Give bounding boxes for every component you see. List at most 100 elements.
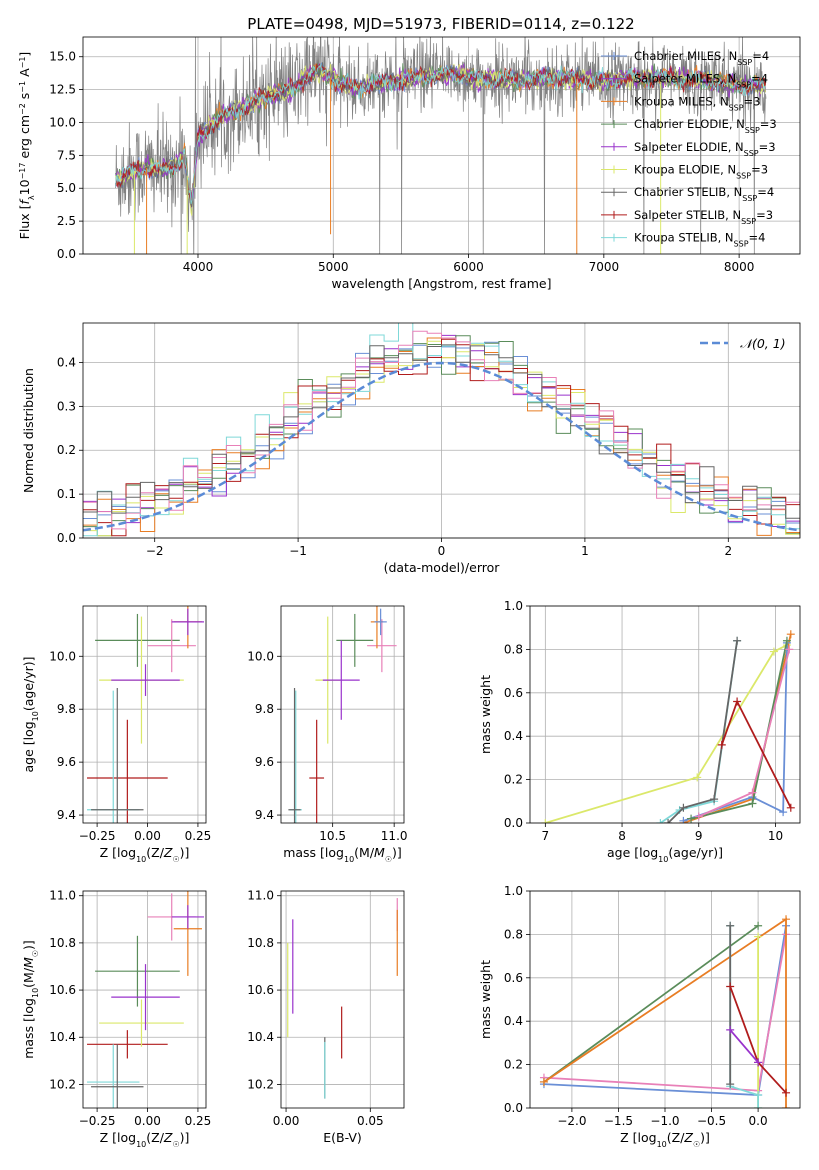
- x-tick-label: −2.0: [557, 1114, 586, 1128]
- label-part: erg cm: [17, 115, 32, 163]
- legend-label-sub: SSP: [736, 171, 751, 180]
- x-tick-label: 10: [768, 829, 783, 843]
- mass-weight-marker: [726, 1025, 735, 1034]
- mass-weight-line: [543, 924, 759, 1083]
- axes-frame: [280, 890, 405, 1109]
- label-sup: −1: [18, 57, 27, 69]
- grid: [281, 891, 404, 1108]
- label-part: log: [325, 845, 344, 860]
- legend-label-suffix: =3: [756, 208, 773, 222]
- y-tick-label: 0.2: [504, 773, 523, 787]
- legend-label-text: Salpeter STELIB, N: [634, 208, 741, 222]
- mass-weight-marker: [726, 1080, 735, 1089]
- spectrum-panel: 4000 5000 6000 7000 8000 0.0 2.5 5.0 7.5 10.0 12.5…: [17, 36, 801, 291]
- x-tick-label: 5000: [318, 260, 349, 274]
- x-axis-label: wavelength [Angstrom, rest frame]: [331, 276, 551, 291]
- legend-label-text: Kroupa MILES, N: [634, 94, 729, 108]
- mass_vs_ebv-panel: 0.00 0.05 10.2 10.4 10.6 10.8 11.0 E(B-V): [247, 889, 405, 1145]
- label-part: )]: [21, 940, 36, 950]
- y-tick-label: 2.5: [57, 214, 76, 228]
- mass_vs_Z-plot: [87, 891, 204, 1108]
- x-tick-label: −1: [289, 544, 307, 558]
- y-tick-label: 9.6: [255, 755, 274, 769]
- y-tick-label: 0.4: [57, 355, 76, 369]
- y-tick-label: 10.8: [247, 936, 274, 950]
- mass-weight-marker: [656, 819, 665, 823]
- legend-label: Chabrier MILES, NSSP=4: [634, 49, 769, 67]
- label-part: M: [21, 957, 36, 968]
- legend-label: Kroupa ELODIE, NSSP=3: [634, 163, 768, 181]
- mass-weight-marker: [693, 773, 702, 782]
- mass-weight-marker: [785, 645, 794, 654]
- figure-title: PLATE=0498, MJD=51973, FIBERID=0114, z=0…: [247, 15, 634, 33]
- mass-weight-marker: [541, 819, 550, 823]
- observed-spectrum-line: [115, 37, 767, 254]
- y-tick-label: 10.4: [247, 1030, 274, 1044]
- label-part: Z: [163, 845, 173, 860]
- label-part: f: [17, 198, 32, 204]
- residuals-legend: 𝒩(0, 1): [700, 336, 786, 351]
- label-sub: 10: [31, 711, 40, 721]
- y-tick-label: 0.3: [57, 399, 76, 413]
- y-tick-label: 1.0: [504, 599, 523, 613]
- label-sup: −1: [18, 81, 27, 93]
- legend-label-sub: SSP: [737, 58, 752, 67]
- mass-weight-marker: [694, 812, 703, 821]
- mass-weight-marker: [679, 816, 688, 823]
- legend-label: Salpeter STELIB, NSSP=3: [634, 208, 773, 226]
- y-tick-label: 12.5: [49, 83, 76, 97]
- legend-label-suffix: =3: [760, 117, 777, 131]
- label-sub: 10: [31, 988, 40, 998]
- x-tick-label: −0.5: [697, 1114, 726, 1128]
- grid: [530, 605, 800, 824]
- y-tick-label: 15.0: [49, 50, 76, 64]
- label-sub: ☉: [172, 1140, 179, 1149]
- x-tick-label: −2: [146, 544, 164, 558]
- y-tick-label: 10.2: [247, 1077, 274, 1091]
- y-tick-label: 0.0: [504, 816, 523, 830]
- legend-label-text: Chabrier MILES, N: [634, 49, 737, 63]
- legend-label-suffix: =3: [744, 94, 761, 108]
- model-spectrum-line: [115, 62, 767, 208]
- label-sub: 10: [136, 1140, 146, 1149]
- mass-weight-line: [667, 640, 738, 823]
- mass-weight-marker: [664, 819, 673, 823]
- legend-label: Kroupa STELIB, NSSP=4: [634, 231, 765, 249]
- x-tick-label: 8000: [724, 260, 755, 274]
- legend-label-sub: SSP: [744, 148, 759, 157]
- x-tick-label: 0: [438, 544, 446, 558]
- label-part: A: [17, 68, 32, 81]
- y-tick-label: 9.4: [255, 808, 274, 822]
- residuals-plot: [83, 323, 800, 537]
- mass-weight-marker: [782, 1104, 791, 1108]
- label-part: Flux [: [17, 204, 32, 239]
- x-tick-label: 0.00: [134, 829, 161, 843]
- x-tick-label: 4000: [183, 260, 214, 274]
- legend-label-text: Chabrier STELIB, N: [634, 185, 742, 199]
- label-part: (Z/: [667, 1130, 685, 1145]
- mass-weight-marker: [782, 915, 791, 924]
- x-axis-label: mass [log10(M/M☉)]: [283, 845, 402, 864]
- x-tick-label: 0.0: [749, 1114, 768, 1128]
- age_vs_Z-panel: −0.25 0.00 0.259.49.69.810.0Z [log10(Z/Z☉)…: [21, 605, 212, 864]
- mass-weight-marker: [733, 697, 742, 706]
- y-axis-label: mass [log10(M/M☉)]: [21, 940, 40, 1059]
- legend-label-text: Salpeter MILES, N: [634, 72, 736, 86]
- label-part: (age/yr)]: [668, 845, 723, 860]
- legend-label-suffix: =4: [751, 72, 768, 86]
- label-sub: ☉: [172, 855, 179, 864]
- y-tick-label: 0.6: [504, 971, 523, 985]
- legend-label-suffix: =3: [751, 163, 768, 177]
- y-tick-label: 10.0: [49, 115, 76, 129]
- label-part: mass weight: [478, 960, 493, 1039]
- y-tick-label: 10.6: [49, 983, 76, 997]
- x-tick-label: 0.25: [185, 829, 212, 843]
- label-sup: −2: [18, 103, 27, 115]
- mass-weight-marker: [754, 1104, 763, 1108]
- label-part: age [: [607, 845, 639, 860]
- label-part: )]: [700, 1130, 710, 1145]
- residual-histogram-step: [83, 330, 800, 530]
- mass-weight-line: [729, 1029, 759, 1063]
